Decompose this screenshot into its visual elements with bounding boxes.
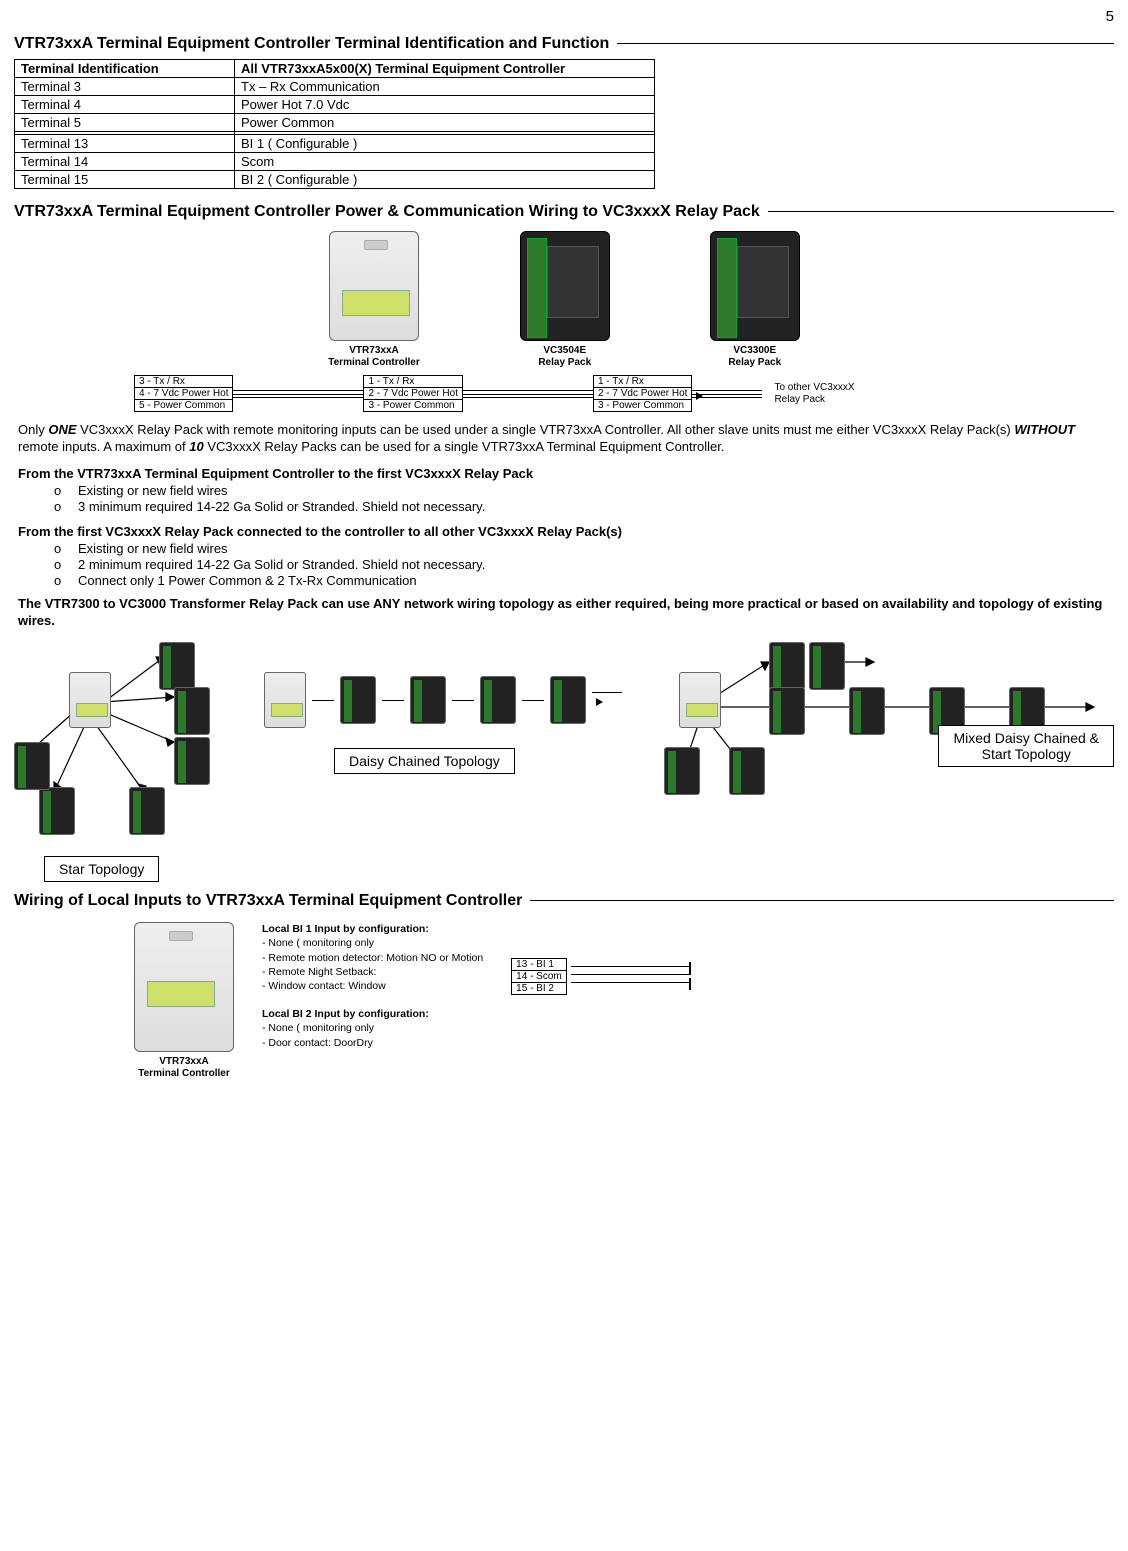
relay-icon bbox=[710, 231, 800, 341]
relay-icon bbox=[14, 742, 50, 790]
list-item: 2 minimum required 14-22 Ga Solid or Str… bbox=[54, 557, 1114, 572]
relay-icon bbox=[769, 642, 805, 690]
daisy-topology: Daisy Chained Topology bbox=[264, 642, 624, 774]
table-cell: Terminal 4 bbox=[15, 96, 235, 114]
contact-lines-icon bbox=[571, 966, 691, 988]
wire-arrow-icon bbox=[692, 390, 762, 398]
controller-icon bbox=[679, 672, 721, 728]
terminal-box-relay: 1 - Tx / Rx2 - 7 Vdc Power Hot3 - Power … bbox=[593, 375, 692, 412]
table-cell: BI 1 ( Configurable ) bbox=[235, 135, 655, 153]
config-text: Local BI 1 Input by configuration: - Non… bbox=[262, 922, 483, 1050]
controller-icon bbox=[329, 231, 419, 341]
section-2-heading: VTR73xxA Terminal Equipment Controller P… bbox=[14, 203, 1114, 221]
list-item: Existing or new field wires bbox=[54, 541, 1114, 556]
table-cell: Tx – Rx Communication bbox=[235, 78, 655, 96]
table-cell: Terminal 3 bbox=[15, 78, 235, 96]
relay-icon bbox=[550, 676, 586, 724]
device-relay-1: VC3504ERelay Pack bbox=[520, 231, 610, 369]
table-cell: Scom bbox=[235, 153, 655, 171]
table-cell: Power Common bbox=[235, 114, 655, 132]
topology-row: Star Topology Daisy Chained Topology bbox=[14, 642, 1114, 882]
relay-icon bbox=[129, 787, 165, 835]
wire-icon bbox=[233, 390, 363, 398]
star-topology: Star Topology bbox=[14, 642, 234, 882]
relay-icon bbox=[39, 787, 75, 835]
relay-icon bbox=[159, 642, 195, 690]
body-paragraph-bold: The VTR7300 to VC3000 Transformer Relay … bbox=[18, 596, 1110, 630]
local-inputs-diagram: VTR73xxATerminal Controller Local BI 1 I… bbox=[134, 922, 1114, 1080]
list-item: Existing or new field wires bbox=[54, 483, 1114, 498]
list-item: 3 minimum required 14-22 Ga Solid or Str… bbox=[54, 499, 1114, 514]
section-3-heading: Wiring of Local Inputs to VTR73xxA Termi… bbox=[14, 892, 1114, 910]
list-item: Connect only 1 Power Common & 2 Tx-Rx Co… bbox=[54, 573, 1114, 588]
local-terminal-wiring: 13 - BI 1 14 - Scom 15 - BI 2 bbox=[511, 958, 691, 995]
relay-icon bbox=[520, 231, 610, 341]
subheading: From the VTR73xxA Terminal Equipment Con… bbox=[18, 466, 1110, 481]
table-cell: Terminal 15 bbox=[15, 171, 235, 189]
to-other-label: To other VC3xxxXRelay Pack bbox=[774, 382, 854, 406]
terminal-box-relay: 1 - Tx / Rx2 - 7 Vdc Power Hot3 - Power … bbox=[363, 375, 462, 412]
device-relay-2: VC3300ERelay Pack bbox=[710, 231, 800, 369]
terminal-id-table: Terminal Identification All VTR73xxA5x00… bbox=[14, 59, 655, 189]
page-number: 5 bbox=[14, 8, 1114, 25]
wiring-diagram: 3 - Tx / Rx4 - 7 Vdc Power Hot5 - Power … bbox=[134, 375, 1114, 412]
table-cell: BI 2 ( Configurable ) bbox=[235, 171, 655, 189]
daisy-topology-label: Daisy Chained Topology bbox=[334, 748, 515, 774]
table-header: All VTR73xxA5x00(X) Terminal Equipment C… bbox=[235, 60, 655, 78]
body-paragraph: Only ONE VC3xxxX Relay Pack with remote … bbox=[18, 422, 1110, 456]
section-1-heading: VTR73xxA Terminal Equipment Controller T… bbox=[14, 35, 1114, 53]
relay-icon bbox=[849, 687, 885, 735]
relay-icon bbox=[340, 676, 376, 724]
controller-icon bbox=[69, 672, 111, 728]
table-cell: Terminal 13 bbox=[15, 135, 235, 153]
table-cell: Terminal 5 bbox=[15, 114, 235, 132]
device-controller: VTR73xxATerminal Controller bbox=[328, 231, 420, 369]
table-cell: Power Hot 7.0 Vdc bbox=[235, 96, 655, 114]
relay-icon bbox=[769, 687, 805, 735]
relay-icon bbox=[729, 747, 765, 795]
controller-icon bbox=[134, 922, 234, 1052]
relay-icon bbox=[809, 642, 845, 690]
relay-icon bbox=[480, 676, 516, 724]
arrow-icon bbox=[592, 692, 622, 708]
terminal-box-local: 13 - BI 1 14 - Scom 15 - BI 2 bbox=[511, 958, 567, 995]
subheading: From the first VC3xxxX Relay Pack connec… bbox=[18, 524, 1110, 539]
device-controller: VTR73xxATerminal Controller bbox=[134, 922, 234, 1080]
device-row: VTR73xxATerminal Controller VC3504ERelay… bbox=[14, 231, 1114, 369]
relay-icon bbox=[174, 687, 210, 735]
star-topology-label: Star Topology bbox=[44, 856, 159, 882]
wire-icon bbox=[463, 390, 593, 398]
mixed-topology: Mixed Daisy Chained &Start Topology bbox=[654, 642, 1114, 792]
table-cell: Terminal 14 bbox=[15, 153, 235, 171]
relay-icon bbox=[174, 737, 210, 785]
mixed-topology-label: Mixed Daisy Chained &Start Topology bbox=[938, 725, 1114, 767]
controller-icon bbox=[264, 672, 306, 728]
table-header: Terminal Identification bbox=[15, 60, 235, 78]
relay-icon bbox=[410, 676, 446, 724]
bullet-list: Existing or new field wires 3 minimum re… bbox=[54, 483, 1114, 514]
bullet-list: Existing or new field wires 2 minimum re… bbox=[54, 541, 1114, 588]
relay-icon bbox=[664, 747, 700, 795]
terminal-box-controller: 3 - Tx / Rx4 - 7 Vdc Power Hot5 - Power … bbox=[134, 375, 233, 412]
